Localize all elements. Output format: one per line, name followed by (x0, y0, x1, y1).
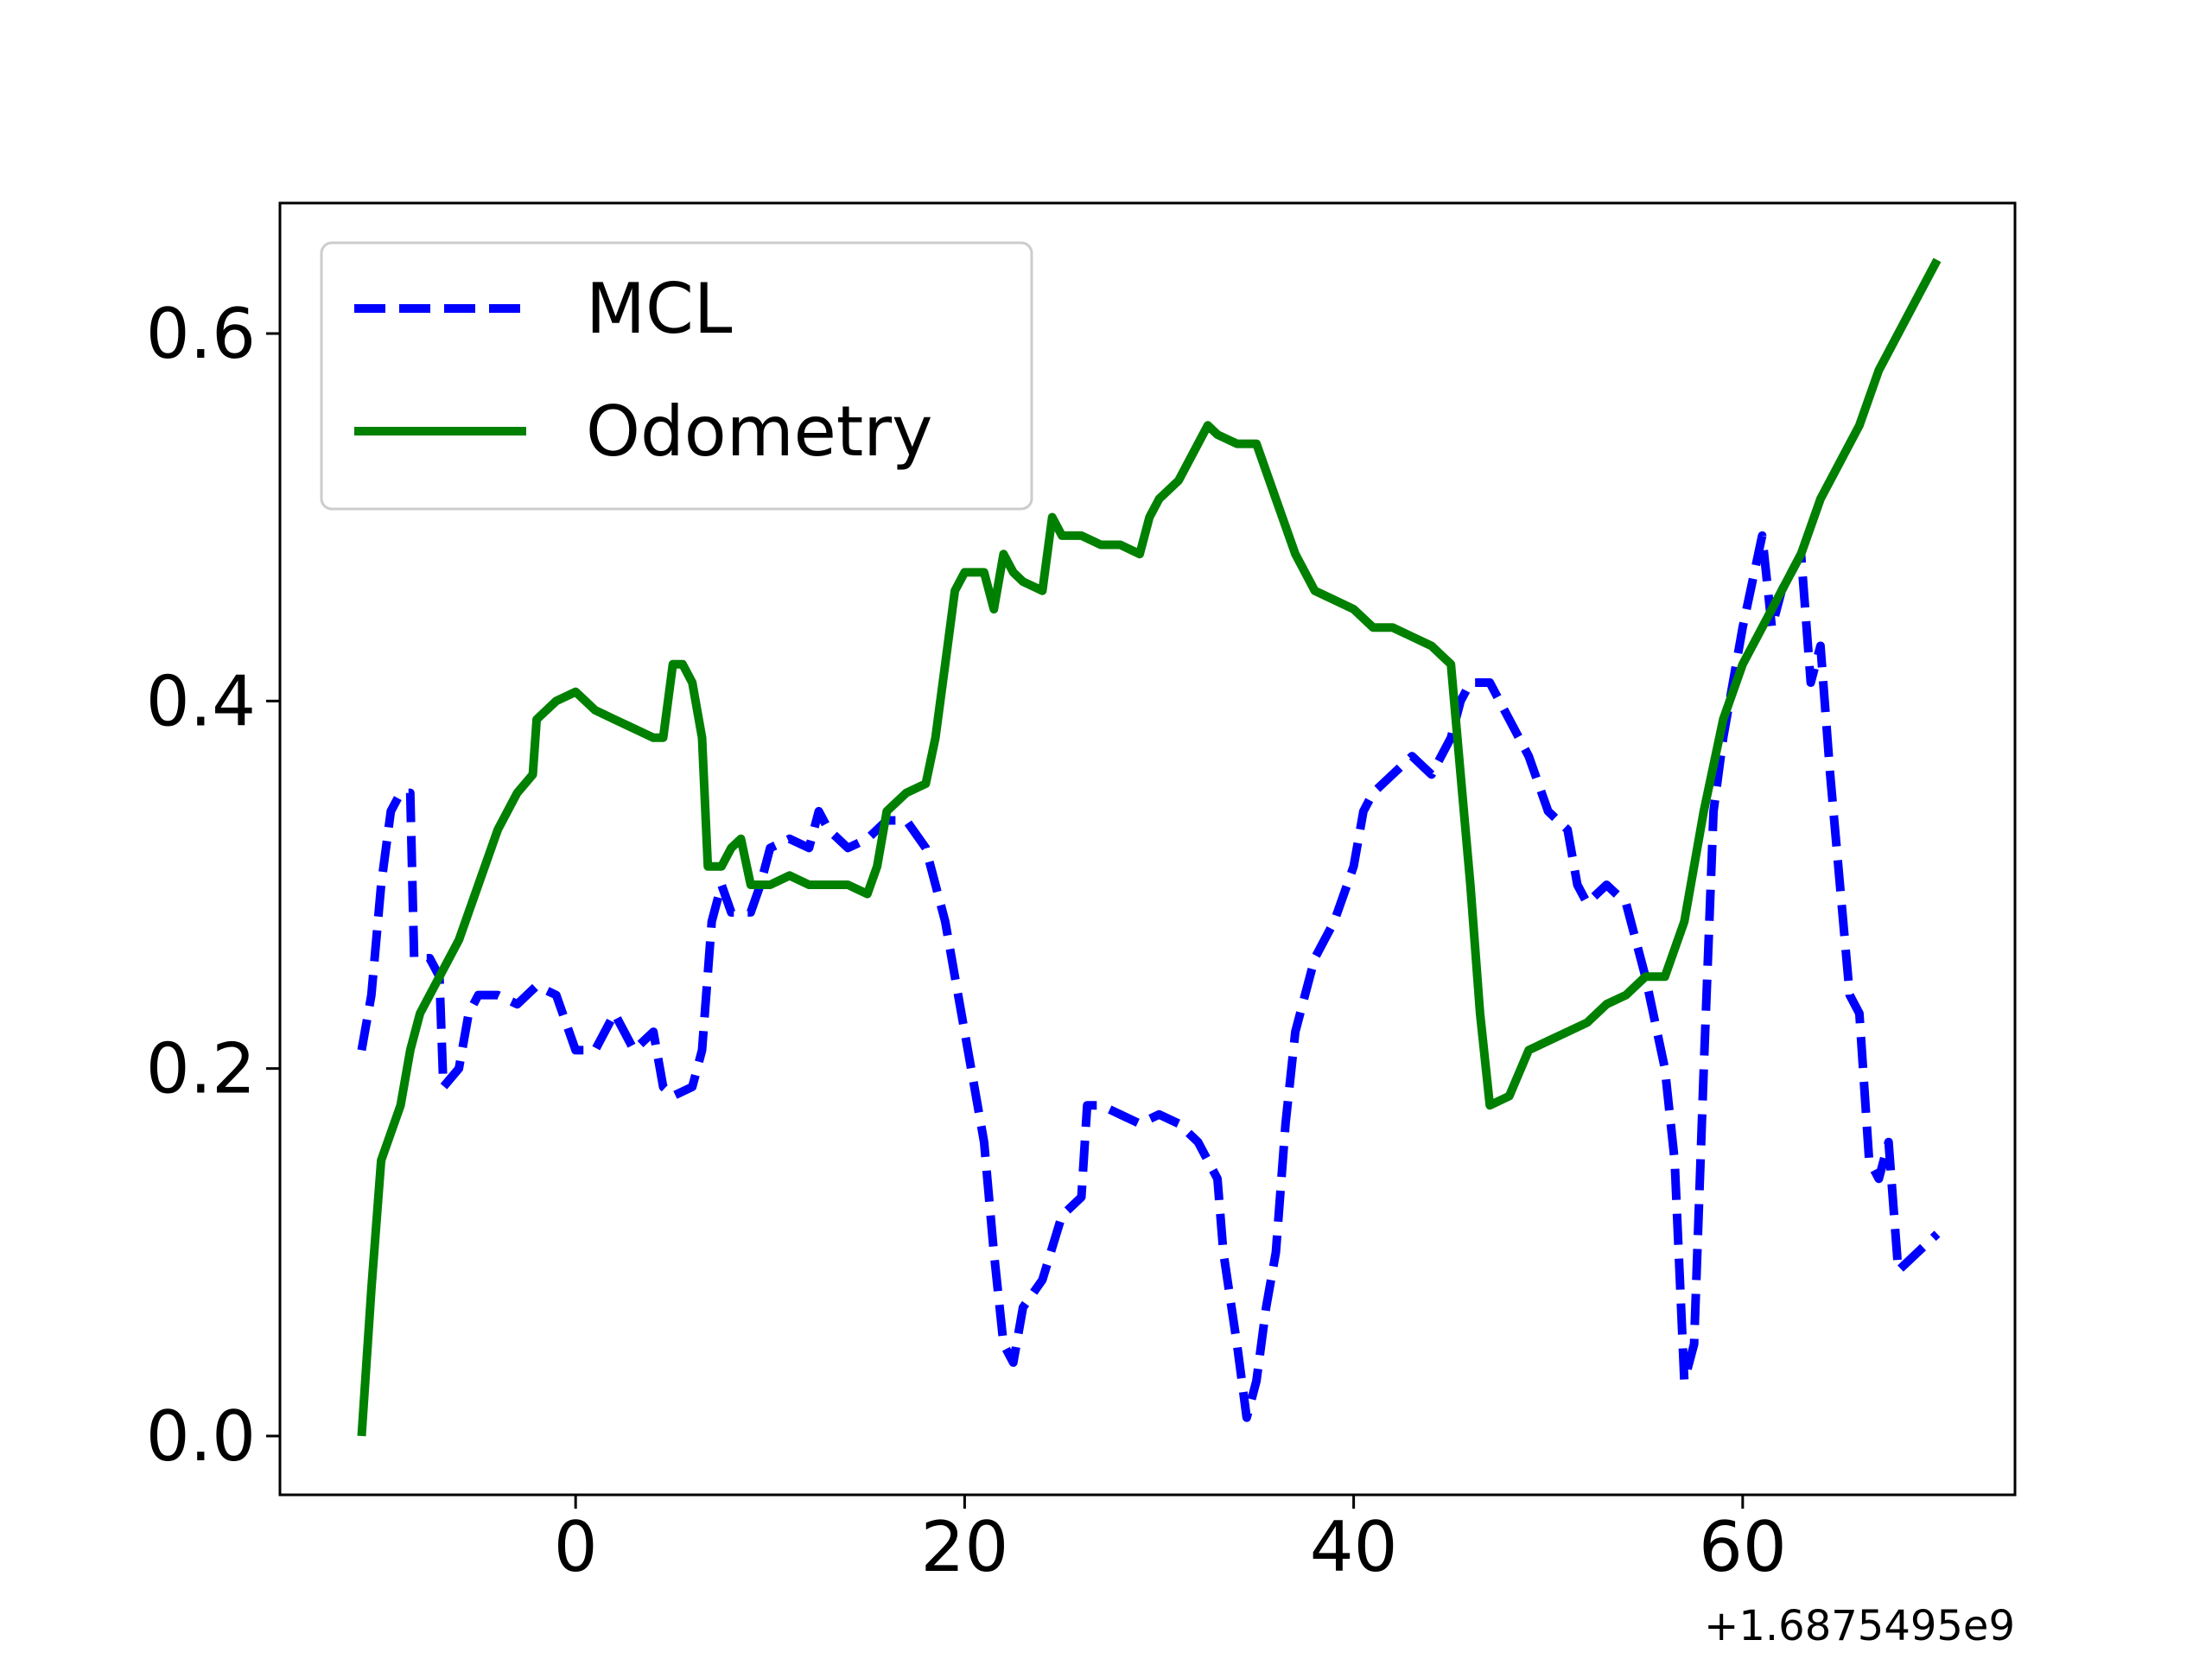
plot-area (357, 257, 1942, 1437)
x-tick-label: 40 (1310, 1507, 1398, 1587)
x-tick-label: 20 (920, 1507, 1008, 1587)
y-tick-label: 0.0 (146, 1396, 256, 1477)
x-tick-label: 0 (554, 1507, 598, 1587)
y-tick-label: 0.2 (146, 1029, 256, 1109)
y-tick-label: 0.4 (146, 661, 256, 741)
series-line (357, 257, 1942, 1437)
x-tick-label: 60 (1699, 1507, 1787, 1587)
y-tick-label: 0.6 (146, 294, 256, 374)
axes-frame (278, 201, 2017, 1497)
series-line (357, 531, 1941, 1422)
legend-label: MCL (586, 269, 733, 349)
x-offset-label: +1.6875495e9 (1704, 1602, 2015, 1650)
legend-label: Odometry (586, 391, 932, 472)
legend: MCL Odometry (320, 241, 1033, 511)
